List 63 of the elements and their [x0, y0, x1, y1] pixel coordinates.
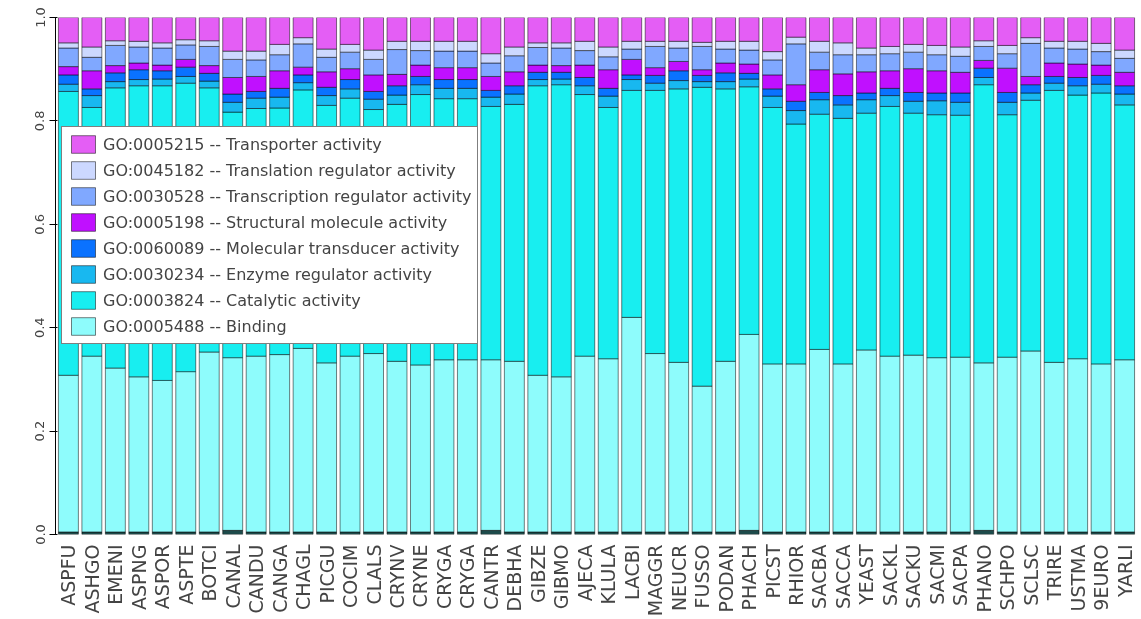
x-tick-label: LACBI	[620, 544, 643, 601]
legend-label: GO:0003824 -- Catalytic activity	[103, 290, 361, 310]
x-tick-label: CRYGA	[432, 544, 455, 610]
x-tick-label: USTMA	[1066, 544, 1089, 612]
x-tick-label: PHACH	[738, 544, 761, 611]
x-tick-label: ASHGO	[80, 544, 103, 614]
x-tick-label: RHIOR	[785, 544, 807, 606]
x-tick-label: CHAGL	[292, 544, 315, 611]
x-tick-label: CRYNE	[409, 544, 432, 608]
x-tick-label: PHANO	[972, 544, 995, 613]
bar	[527, 17, 549, 44]
x-tick-label: YARLI	[1113, 544, 1136, 599]
legend-label: GO:0005198 -- Structural molecule activity	[103, 212, 448, 232]
x-tick-label: CRYGA	[456, 544, 479, 610]
y-tick-label: 0.2	[32, 420, 48, 442]
x-tick-label: 9EURO	[1090, 544, 1113, 611]
x-tick-label: CANTR	[479, 544, 502, 610]
legend-label: GO:0045182 -- Translation regulator activity	[103, 160, 456, 180]
x-tick-label: SCLSC	[1019, 544, 1042, 606]
bar	[691, 17, 713, 43]
x-tick-label: CANAL	[221, 544, 244, 609]
x-tick-label: DEBHA	[503, 544, 526, 612]
x-tick-label: PICGU	[315, 544, 338, 604]
x-tick-label: TRIRE	[1043, 544, 1066, 602]
x-tick-label: PODAN	[714, 544, 737, 613]
x-tick-label: SACKU	[902, 544, 925, 609]
x-tick-label: YEAST	[855, 544, 878, 606]
x-tick-label: MAGGR	[644, 544, 667, 617]
y-tick-label: 0.8	[32, 110, 48, 132]
x-tick-label: SACCA	[831, 544, 854, 610]
y-tick-label: 0.6	[32, 213, 48, 235]
legend-label: GO:0005215 -- Transporter activity	[103, 134, 382, 154]
x-tick-label: GIBMO	[550, 544, 573, 610]
x-tick-label: SCHPO	[996, 544, 1019, 611]
legend-label: GO:0005488 -- Binding	[103, 316, 287, 336]
x-tick-label: ASPOR	[151, 544, 174, 610]
x-tick-label: ASPFU	[57, 544, 80, 606]
y-tick-label: 0.4	[32, 317, 48, 339]
y-tick-label: 0.0	[32, 524, 48, 545]
x-tick-label: SACBA	[808, 544, 831, 609]
x-tick-label: ASPTE	[174, 544, 197, 605]
legend-label: GO:0030528 -- Transcription regulator activity	[103, 186, 472, 206]
y-tick-label: 1.0	[32, 7, 48, 28]
legend-label: GO:0060089 -- Molecular transducer activity	[103, 238, 460, 258]
x-tick-label: AJECA	[573, 544, 596, 602]
x-tick-label: PICST	[761, 544, 784, 599]
x-tick-label: CLALS	[362, 544, 385, 605]
x-tick-label: KLULA	[597, 544, 620, 605]
x-tick-label: NEUCR	[667, 544, 690, 612]
x-tick-label: SACMI	[925, 544, 948, 605]
x-tick-label: FUSSO	[691, 544, 714, 609]
x-tick-label: SACKL	[878, 544, 901, 606]
x-tick-label: SACPA	[949, 544, 972, 607]
x-tick-label: BOTCI	[198, 544, 221, 602]
x-tick-label: COCIM	[339, 544, 362, 608]
x-tick-label: EMENI	[104, 544, 127, 605]
x-tick-label: CANGA	[268, 544, 291, 613]
x-tick-label: ASPNG	[127, 544, 150, 610]
bar	[105, 17, 126, 42]
x-tick-label: CANDU	[245, 544, 268, 614]
legend-label: GO:0030234 -- Enzyme regulator activity	[103, 264, 433, 284]
x-tick-label: GIBZE	[526, 544, 549, 603]
x-tick-label: CRYNV	[386, 544, 408, 609]
